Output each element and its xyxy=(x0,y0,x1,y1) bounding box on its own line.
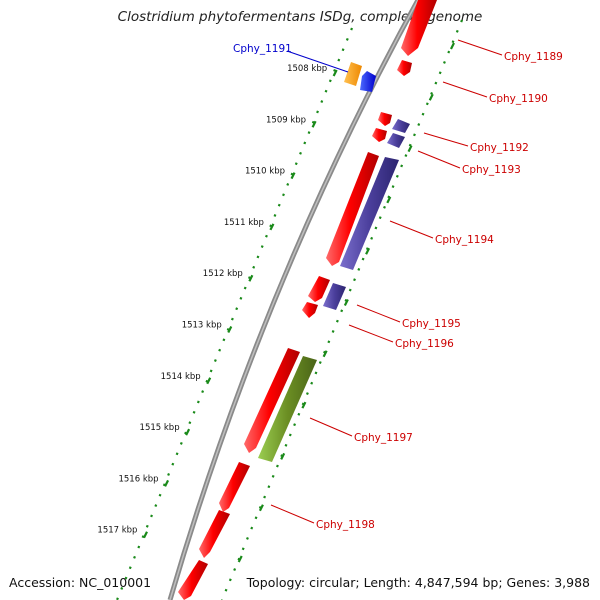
gene-label-cphy-1194[interactable]: Cphy_1194 xyxy=(435,234,494,246)
gene-cphy-1195-rev[interactable] xyxy=(323,283,346,310)
gene-cphy-1197[interactable] xyxy=(244,348,300,453)
gene-label-cphy-1195[interactable]: Cphy_1195 xyxy=(402,318,461,330)
scale-tick xyxy=(248,274,254,282)
inner-scale-tick xyxy=(322,350,328,358)
gene-cphy-1193b[interactable] xyxy=(387,133,405,148)
scale-tick xyxy=(332,69,338,77)
scale-tick xyxy=(164,479,170,487)
gene-label-cphy-1189[interactable]: Cphy_1189 xyxy=(504,51,563,63)
inner-scale-tick xyxy=(365,247,371,255)
gene-cphy-1191-rna[interactable] xyxy=(344,62,362,86)
gene-cphy-1192b[interactable] xyxy=(372,128,387,142)
gene-label-leaders xyxy=(270,39,503,524)
gene-cphy-1194-rev[interactable] xyxy=(340,157,399,270)
gene-features xyxy=(178,0,437,600)
gene-label-cphy-1192[interactable]: Cphy_1192 xyxy=(470,142,529,154)
gene-label-cphy-1193[interactable]: Cphy_1193 xyxy=(462,164,521,176)
outer-tick-track xyxy=(115,27,354,600)
inner-scale-tick xyxy=(428,93,434,101)
scale-tick xyxy=(206,377,212,385)
inner-scale-tick xyxy=(280,452,286,460)
topology-label: Topology: circular; Length: 4,847,594 bp… xyxy=(246,575,590,590)
map-title: Clostridium phytofermentans ISDg, comple… xyxy=(117,9,483,25)
inner-scale-tick xyxy=(258,504,264,512)
scale-label: 1511 kbp xyxy=(224,218,264,228)
gene-labels: Cphy_1189 Cphy_1190 Cphy_1191 Cphy_1192 … xyxy=(233,43,563,531)
scale-label: 1515 kbp xyxy=(140,423,180,433)
gene-cphy-1191[interactable] xyxy=(360,71,376,92)
gene-cphy-1198a[interactable] xyxy=(219,462,250,512)
gene-cphy-1196[interactable] xyxy=(302,302,318,318)
gene-label-cphy-1198[interactable]: Cphy_1198 xyxy=(316,519,375,531)
gene-cphy-1197-rev[interactable] xyxy=(258,356,317,462)
genome-backbone xyxy=(167,0,421,600)
gene-cphy-1194[interactable] xyxy=(326,152,379,266)
scale-tick xyxy=(311,120,317,128)
gene-label-cphy-1190[interactable]: Cphy_1190 xyxy=(489,93,548,105)
gene-cphy-1198c[interactable] xyxy=(178,560,208,600)
gene-cphy-1192a[interactable] xyxy=(378,112,392,126)
scale-label: 1510 kbp xyxy=(245,167,285,177)
gene-cphy-1193a[interactable] xyxy=(392,119,410,133)
inner-scale-tick xyxy=(301,401,307,409)
scale-axis: 1508 kbp 1509 kbp 1510 kbp 1511 kbp 1512 kbp… xyxy=(97,42,455,563)
scale-tick xyxy=(227,326,233,333)
gene-label-cphy-1197[interactable]: Cphy_1197 xyxy=(354,432,413,444)
scale-tick xyxy=(269,223,275,231)
scale-label: 1516 kbp xyxy=(118,474,158,484)
gene-cphy-1195[interactable] xyxy=(308,276,330,302)
gene-label-cphy-1196[interactable]: Cphy_1196 xyxy=(395,338,454,350)
scale-label: 1514 kbp xyxy=(161,372,201,382)
scale-label: 1509 kbp xyxy=(266,115,306,125)
gene-label-cphy-1191[interactable]: Cphy_1191 xyxy=(233,43,292,55)
inner-scale-tick xyxy=(237,555,243,563)
gene-cphy-1190[interactable] xyxy=(397,60,412,76)
scale-label: 1513 kbp xyxy=(182,321,222,331)
scale-tick xyxy=(142,531,148,539)
genome-backbone-highlight xyxy=(169,0,419,600)
gene-cphy-1198b[interactable] xyxy=(199,510,230,558)
scale-label: 1512 kbp xyxy=(203,269,243,279)
scale-tick xyxy=(290,172,296,180)
inner-scale-tick xyxy=(449,42,455,50)
gene-cphy-1189[interactable] xyxy=(401,0,437,56)
inner-tick-track xyxy=(220,19,464,600)
accession-label: Accession: NC_010001 xyxy=(9,575,152,590)
inner-scale-tick xyxy=(407,145,413,153)
scale-label: 1517 kbp xyxy=(97,526,137,536)
scale-label: 1508 kbp xyxy=(287,64,327,74)
inner-scale-tick xyxy=(343,299,349,306)
scale-tick xyxy=(185,428,191,436)
inner-scale-tick xyxy=(386,196,392,204)
